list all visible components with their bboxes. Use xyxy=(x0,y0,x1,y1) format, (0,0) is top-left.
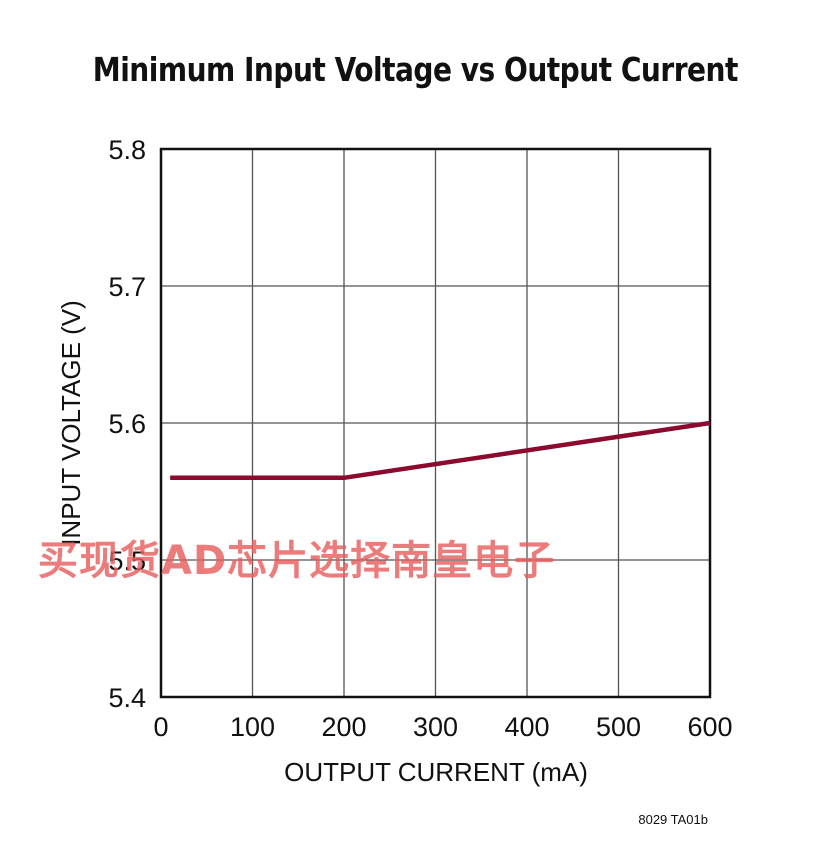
grid xyxy=(161,149,710,697)
watermark-text: 买现货AD芯片选择南皇电子 xyxy=(38,538,556,584)
y-tick-label: 5.5 xyxy=(108,546,146,576)
y-tick-label: 5.8 xyxy=(108,135,146,165)
y-tick-label: 5.6 xyxy=(108,409,146,439)
chart-title: Minimum Input Voltage vs Output Current xyxy=(92,50,739,89)
y-axis-label: INPUT VOLTAGE (V) xyxy=(56,300,86,546)
y-tick-labels: 5.4 5.5 5.6 5.7 5.8 xyxy=(108,135,146,713)
x-tick-label: 500 xyxy=(596,712,641,742)
x-tick-label: 100 xyxy=(230,712,275,742)
figure-code: 8029 TA01b xyxy=(638,812,708,827)
series-line xyxy=(170,420,711,481)
x-tick-labels: 0 100 200 300 400 500 600 xyxy=(153,712,732,742)
x-tick-label: 400 xyxy=(504,712,549,742)
x-tick-label: 0 xyxy=(153,712,168,742)
x-tick-label: 300 xyxy=(413,712,458,742)
series-group xyxy=(170,420,711,481)
y-tick-label: 5.4 xyxy=(108,683,146,713)
x-axis-label: OUTPUT CURRENT (mA) xyxy=(284,757,588,787)
x-tick-label: 200 xyxy=(321,712,366,742)
y-tick-label: 5.7 xyxy=(108,272,146,302)
x-tick-label: 600 xyxy=(687,712,732,742)
